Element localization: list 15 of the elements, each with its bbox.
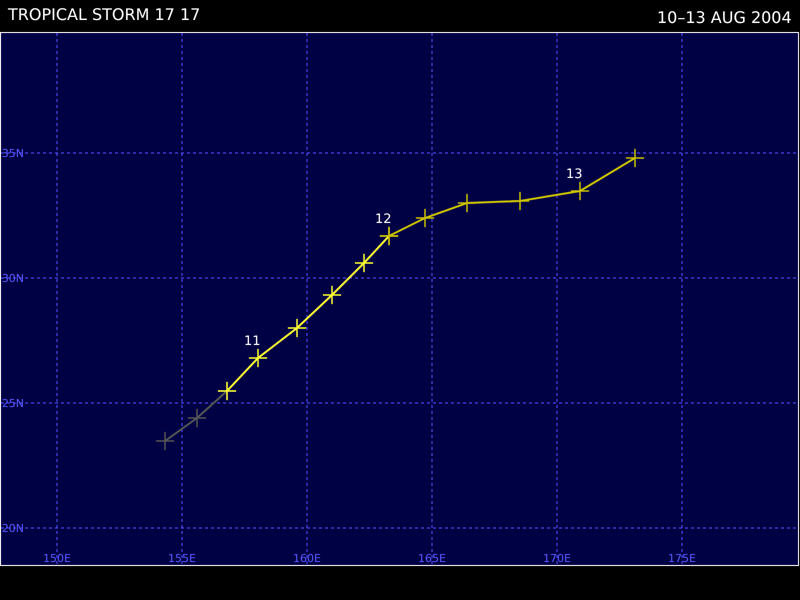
chart-subtitle: 10–13 AUG 2004 bbox=[657, 8, 792, 27]
annotation: 11 bbox=[244, 334, 261, 349]
annotation: 12 bbox=[375, 212, 392, 227]
y-tick-label: 20N bbox=[2, 522, 24, 535]
x-tick-label: 155E bbox=[168, 552, 196, 565]
x-tick-label: 150E bbox=[43, 552, 72, 565]
chart-title: TROPICAL STORM 17 17 bbox=[7, 5, 200, 24]
x-tick-label: 175E bbox=[668, 552, 696, 565]
x-tick-label: 165E bbox=[418, 552, 446, 565]
y-tick-label: 30N bbox=[2, 272, 24, 285]
y-tick-label: 25N bbox=[2, 396, 24, 410]
annotation: 13 bbox=[566, 167, 583, 182]
y-tick-label: 35N bbox=[2, 146, 24, 160]
x-tick-label: 160E bbox=[293, 552, 322, 565]
x-tick-label: 170E bbox=[543, 552, 572, 565]
